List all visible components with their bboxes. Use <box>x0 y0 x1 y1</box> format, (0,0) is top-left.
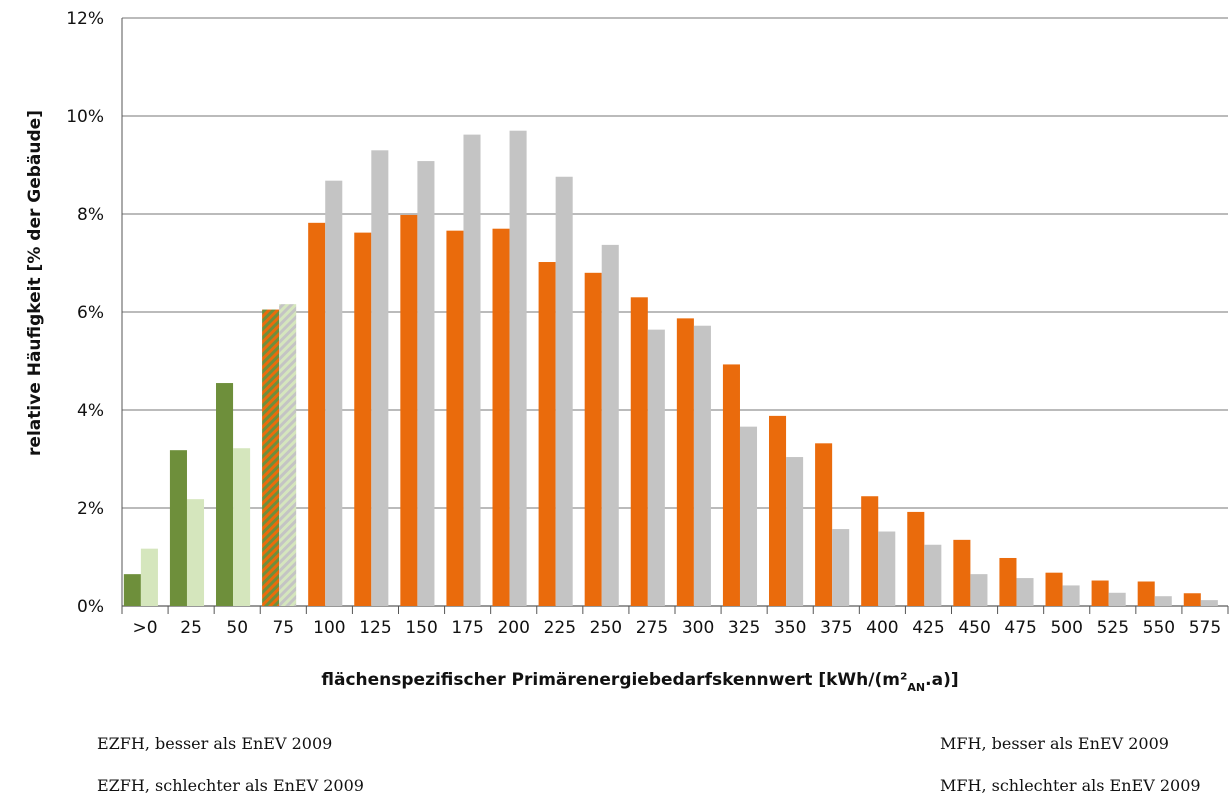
bar-425-series-2 <box>924 544 942 606</box>
bar-250-series-1 <box>584 272 602 606</box>
y-axis-label: relative Häufigkeit [% der Gebäude] <box>25 110 45 456</box>
x-axis-label-sub: AN <box>907 681 925 694</box>
x-tick-label: 100 <box>313 618 345 638</box>
y-tick-label: 2% <box>77 499 104 519</box>
bar-400-series-2 <box>878 531 896 606</box>
x-axis-label-end: .a)] <box>925 670 958 690</box>
bar-275-series-2 <box>647 329 665 606</box>
bar-gt0-series-1 <box>123 574 141 606</box>
y-tick-label: 4% <box>77 401 104 421</box>
bar-375-series-1 <box>815 443 833 606</box>
bar-450-series-2 <box>970 574 988 606</box>
bar-300-series-2 <box>693 325 711 606</box>
bar-25-series-1 <box>169 450 187 606</box>
x-tick-label: 50 <box>226 618 248 638</box>
bar-525-series-1 <box>1091 580 1109 606</box>
y-tick-label: 12% <box>66 9 104 29</box>
bar-175-series-1 <box>446 230 464 606</box>
x-axis-label: flächenspezifischer Primärenergiebedarfs… <box>321 670 958 694</box>
x-tick-labels: >0 25 50 75 100 125 150 175 200 225 250 275 300 325 35… <box>133 618 1222 638</box>
x-tick-label: 150 <box>405 618 437 638</box>
bar-450-series-1 <box>953 539 971 606</box>
bar-575-series-1 <box>1183 593 1201 606</box>
y-tick-labels: 0% 2% 4% 6% 8% 10% 12% <box>66 9 104 617</box>
bar-75-series-1 <box>262 309 280 606</box>
bar-475-series-2 <box>1016 578 1034 606</box>
bar-125-series-2 <box>371 150 389 607</box>
x-tick-label: >0 <box>133 618 158 638</box>
bar-275-series-1 <box>630 297 648 606</box>
x-tick-label: 425 <box>912 618 944 638</box>
bar-gt0-series-2 <box>140 548 158 606</box>
bar-500-series-1 <box>1045 572 1063 606</box>
x-tick-label: 375 <box>820 618 852 638</box>
x-tick-label: 125 <box>359 618 391 638</box>
y-tick-label: 0% <box>77 597 104 617</box>
y-tick-label: 10% <box>66 107 104 127</box>
bar-50-series-2 <box>233 448 251 606</box>
bar-350-series-1 <box>769 415 787 606</box>
legend-ezfh-besser: EZFH, besser als EnEV 2009 <box>97 734 333 753</box>
bar-50-series-1 <box>216 383 234 606</box>
x-tick-label: 350 <box>774 618 806 638</box>
x-axis-label-main: flächenspezifischer Primärenergiebedarfs… <box>321 670 907 690</box>
legend-mfh-schlechter: MFH, schlechter als EnEV 2009 <box>940 776 1201 795</box>
bar-475-series-1 <box>999 557 1017 606</box>
bar-250-series-2 <box>601 244 619 606</box>
x-tick-label: 300 <box>682 618 714 638</box>
bar-350-series-2 <box>786 457 804 606</box>
x-tick-label: 25 <box>180 618 202 638</box>
bar-325-series-1 <box>722 364 740 606</box>
bar-75-series-2 <box>279 304 297 606</box>
bar-150-series-2 <box>417 161 435 606</box>
x-tick-label: 550 <box>1143 618 1175 638</box>
bars-group <box>123 130 1218 607</box>
bar-100-series-2 <box>325 180 343 606</box>
bar-175-series-2 <box>463 134 481 606</box>
bar-550-series-1 <box>1137 581 1155 606</box>
bar-550-series-2 <box>1154 596 1172 606</box>
x-tick-label: 275 <box>636 618 668 638</box>
x-tick-label: 525 <box>1097 618 1129 638</box>
bar-425-series-1 <box>907 511 925 606</box>
x-tick-label: 400 <box>866 618 898 638</box>
bar-225-series-2 <box>555 176 573 606</box>
bar-150-series-1 <box>400 214 418 607</box>
x-tick-label: 175 <box>451 618 483 638</box>
x-tick-label: 325 <box>728 618 760 638</box>
x-tick-label: 475 <box>1004 618 1036 638</box>
bar-225-series-1 <box>538 262 556 606</box>
legend-ezfh-schlechter: EZFH, schlechter als EnEV 2009 <box>97 776 364 795</box>
bar-375-series-2 <box>832 529 850 606</box>
x-tick-label: 75 <box>272 618 294 638</box>
grid-lines <box>121 17 1229 614</box>
bar-575-series-2 <box>1200 600 1218 606</box>
legend-mfh-besser: MFH, besser als EnEV 2009 <box>940 734 1169 753</box>
x-tick-label: 200 <box>497 618 529 638</box>
y-tick-label: 8% <box>77 205 104 225</box>
bar-125-series-1 <box>354 232 372 606</box>
x-tick-label: 225 <box>544 618 576 638</box>
bar-100-series-1 <box>308 222 326 606</box>
x-tick-label: 450 <box>958 618 990 638</box>
x-tick-label: 250 <box>590 618 622 638</box>
x-tick-label: 575 <box>1189 618 1221 638</box>
bar-25-series-2 <box>186 499 205 606</box>
bar-400-series-1 <box>861 496 879 606</box>
x-tick-label: 500 <box>1050 618 1082 638</box>
y-tick-label: 6% <box>77 303 104 323</box>
bar-200-series-1 <box>492 228 510 606</box>
bar-325-series-2 <box>739 426 758 606</box>
bar-200-series-2 <box>509 130 527 606</box>
bar-500-series-2 <box>1062 585 1080 606</box>
bar-300-series-1 <box>676 318 694 606</box>
bar-525-series-2 <box>1108 592 1126 606</box>
